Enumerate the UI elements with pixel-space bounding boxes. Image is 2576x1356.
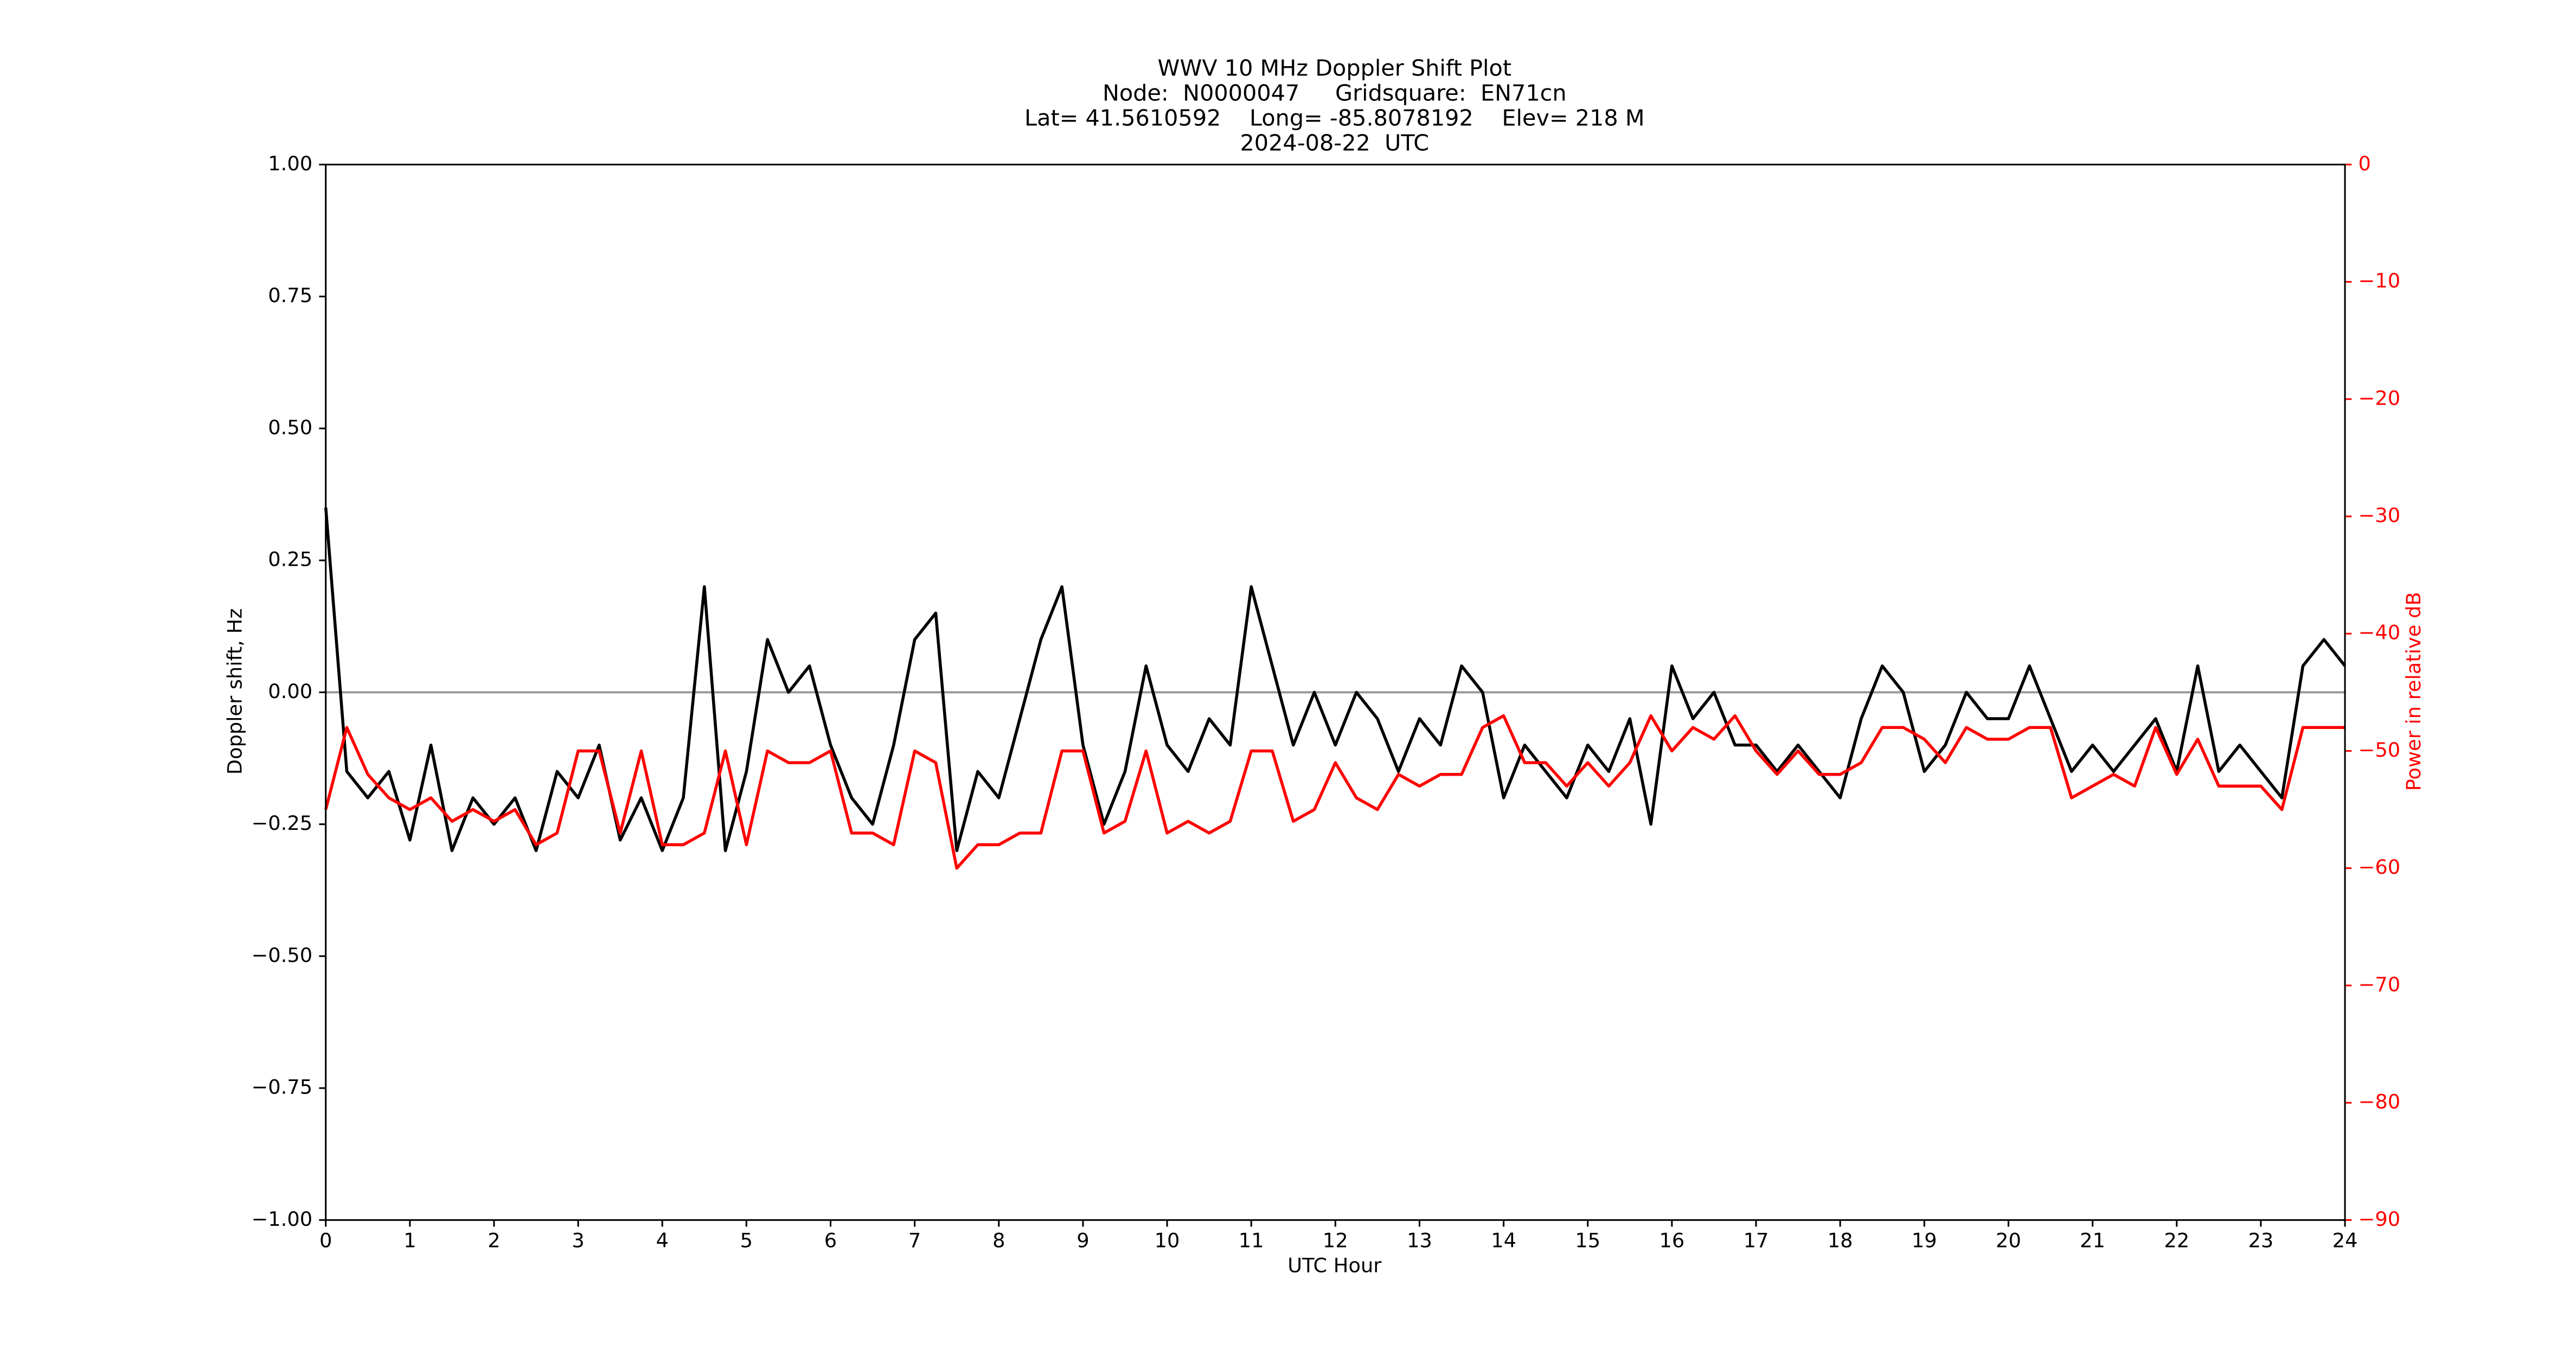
y2-tick-label: −20	[2359, 386, 2401, 410]
x-tick-label: 17	[1744, 1229, 1769, 1252]
data-line	[324, 507, 2347, 853]
y-tick-label: 0.25	[268, 548, 312, 571]
y2-tick-label: −90	[2359, 1207, 2401, 1231]
x-tick-label: 10	[1155, 1229, 1180, 1252]
x-tick-label: 4	[656, 1229, 669, 1252]
y-tick-label: −0.50	[251, 943, 312, 967]
y-tick-label: −1.00	[251, 1207, 312, 1231]
x-tick-label: 6	[824, 1229, 837, 1252]
x-tick-label: 24	[2333, 1229, 2358, 1252]
y2-tick-label: −80	[2359, 1090, 2401, 1114]
y2-tick-label: −10	[2359, 269, 2401, 292]
chart-title: 2024-08-22 UTC	[1240, 130, 1429, 156]
x-tick-label: 13	[1407, 1229, 1432, 1252]
plot-frame	[325, 163, 2346, 1221]
data-line	[324, 714, 2346, 870]
x-tick-label: 1	[403, 1229, 416, 1252]
x-tick-label: 21	[2080, 1229, 2105, 1252]
x-tick-label: 5	[740, 1229, 753, 1252]
x-axis-label: UTC Hour	[1287, 1254, 1382, 1277]
x-tick-label: 3	[572, 1229, 584, 1252]
y-tick-label: 0.50	[268, 415, 312, 439]
y2-tick-label: −40	[2359, 621, 2401, 644]
x-tick-label: 14	[1491, 1229, 1516, 1252]
y2-tick-label: −60	[2359, 855, 2401, 879]
y2-tick-label: 0	[2359, 152, 2371, 175]
x-tick-label: 16	[1659, 1229, 1684, 1252]
y-tick-label: 0.00	[268, 680, 312, 703]
x-tick-label: 22	[2164, 1229, 2189, 1252]
x-tick-label: 9	[1076, 1229, 1089, 1252]
x-tick-label: 20	[1996, 1229, 2021, 1252]
x-tick-label: 8	[992, 1229, 1005, 1252]
x-tick-label: 15	[1575, 1229, 1600, 1252]
x-tick-label: 11	[1239, 1229, 1264, 1252]
y2-tick-label: −70	[2359, 973, 2401, 996]
y-tick-label: −0.25	[251, 811, 312, 835]
chart-title: WWV 10 MHz Doppler Shift Plot	[1158, 55, 1512, 81]
y2-axis-label: Power in relative dB	[2402, 592, 2425, 791]
y-tick-label: 0.75	[268, 284, 312, 307]
x-tick-label: 0	[319, 1229, 332, 1252]
y2-tick-label: −50	[2359, 738, 2401, 762]
y2-tick-label: −30	[2359, 504, 2401, 527]
chart-title: Node: N0000047 Gridsquare: EN71cn	[1103, 80, 1567, 106]
x-tick-label: 19	[1912, 1229, 1937, 1252]
chart-title: Lat= 41.5610592 Long= -85.8078192 Elev= …	[1024, 105, 1644, 131]
x-tick-label: 12	[1323, 1229, 1348, 1252]
y-tick-label: 1.00	[268, 152, 312, 175]
x-tick-label: 18	[1828, 1229, 1853, 1252]
y-axis-label: Doppler shift, Hz	[223, 608, 247, 775]
x-tick-label: 23	[2248, 1229, 2273, 1252]
x-tick-label: 7	[908, 1229, 921, 1252]
y-tick-label: −0.75	[251, 1076, 312, 1099]
x-tick-label: 2	[488, 1229, 500, 1252]
